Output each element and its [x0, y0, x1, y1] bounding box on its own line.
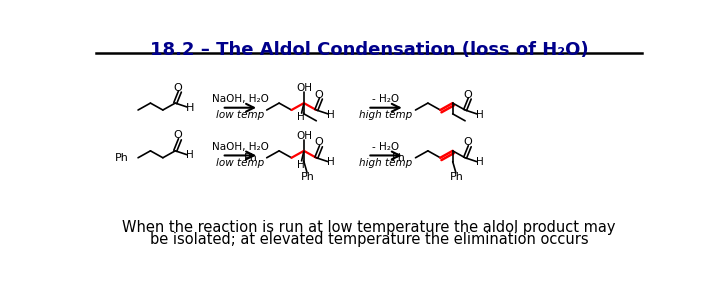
Text: When the reaction is run at low temperature the aldol product may: When the reaction is run at low temperat… — [122, 219, 616, 234]
Text: NaOH, H₂O: NaOH, H₂O — [212, 142, 269, 152]
Text: 18.2 – The Aldol Condensation (loss of H₂O): 18.2 – The Aldol Condensation (loss of H… — [150, 41, 588, 59]
Text: H: H — [297, 112, 305, 122]
Text: Ph: Ph — [301, 172, 315, 182]
Text: - H₂O: - H₂O — [372, 94, 400, 104]
Text: OH: OH — [296, 84, 312, 94]
Text: H: H — [297, 160, 305, 170]
Text: H: H — [476, 157, 484, 167]
Text: Ph: Ph — [449, 172, 464, 182]
Text: H: H — [327, 110, 335, 120]
Text: O: O — [314, 137, 323, 147]
Text: - H₂O: - H₂O — [372, 142, 400, 152]
Text: O: O — [463, 90, 472, 100]
Text: O: O — [174, 83, 182, 93]
Text: Ph: Ph — [392, 153, 406, 163]
Text: OH: OH — [296, 131, 312, 141]
Text: H: H — [186, 103, 194, 113]
Text: O: O — [463, 137, 472, 147]
Text: Ph: Ph — [115, 153, 129, 163]
Text: low temp: low temp — [216, 110, 264, 120]
Text: O: O — [314, 90, 323, 100]
Text: low temp: low temp — [216, 158, 264, 168]
Text: H: H — [186, 150, 194, 160]
Text: be isolated; at elevated temperature the elimination occurs: be isolated; at elevated temperature the… — [150, 232, 588, 247]
Text: high temp: high temp — [359, 158, 413, 168]
Text: H: H — [476, 110, 484, 120]
Text: O: O — [174, 130, 182, 141]
Text: NaOH, H₂O: NaOH, H₂O — [212, 94, 269, 104]
Text: H: H — [327, 157, 335, 167]
Text: high temp: high temp — [359, 110, 413, 120]
Text: Ph: Ph — [243, 153, 258, 163]
